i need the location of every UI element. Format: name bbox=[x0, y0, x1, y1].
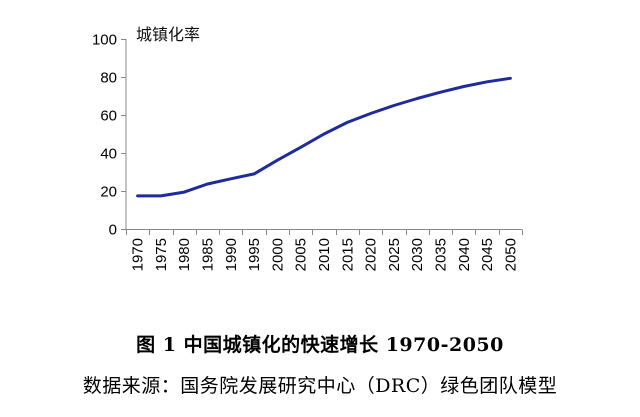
series bbox=[136, 76, 512, 198]
x-tick-label: 1990 bbox=[223, 238, 240, 271]
x-tick-label: 2045 bbox=[479, 238, 496, 271]
x-tick-label: 2000 bbox=[269, 238, 286, 271]
x-tick-label: 2010 bbox=[316, 238, 333, 271]
x-tick-label: 1975 bbox=[153, 238, 170, 271]
x-tick-label: 2020 bbox=[363, 238, 380, 271]
figure-caption-source: 数据来源：国务院发展研究中心（DRC）绿色团队模型 bbox=[82, 375, 558, 397]
y-tick-label: 20 bbox=[100, 184, 117, 201]
y-tick-label: 80 bbox=[100, 70, 117, 87]
y-tick-label: 40 bbox=[100, 146, 117, 163]
x-tick-label: 2025 bbox=[386, 238, 403, 271]
x-tick-label: 2030 bbox=[409, 238, 426, 271]
y-tick-label: 0 bbox=[109, 222, 117, 239]
x-tick-label: 2040 bbox=[456, 238, 473, 271]
x-axis-ticks: 1970 1975 1980 1985 1990 1995 2000 2005 2010 2015… bbox=[126, 229, 523, 271]
x-tick-label: 2015 bbox=[339, 238, 356, 271]
y-tick-label: 60 bbox=[100, 108, 117, 125]
y-tick-label: 100 bbox=[92, 32, 117, 49]
y-axis-label: 城镇化率 bbox=[136, 25, 200, 44]
series-line-urbanization-rate bbox=[136, 76, 512, 198]
x-tick-label: 2050 bbox=[502, 238, 519, 271]
figure-caption-title: 图 1 中国城镇化的快速增长 1970-2050 bbox=[136, 334, 504, 356]
x-tick-label: 1995 bbox=[246, 238, 263, 271]
axes bbox=[125, 39, 522, 230]
x-tick-label: 2005 bbox=[293, 238, 310, 271]
x-tick-label: 1980 bbox=[176, 238, 193, 271]
x-tick-label: 2035 bbox=[432, 238, 449, 271]
x-tick-label: 1985 bbox=[200, 238, 217, 271]
x-tick-label: 1970 bbox=[130, 238, 147, 271]
y-axis-ticks: 0 20 40 60 80 100 bbox=[92, 32, 126, 239]
